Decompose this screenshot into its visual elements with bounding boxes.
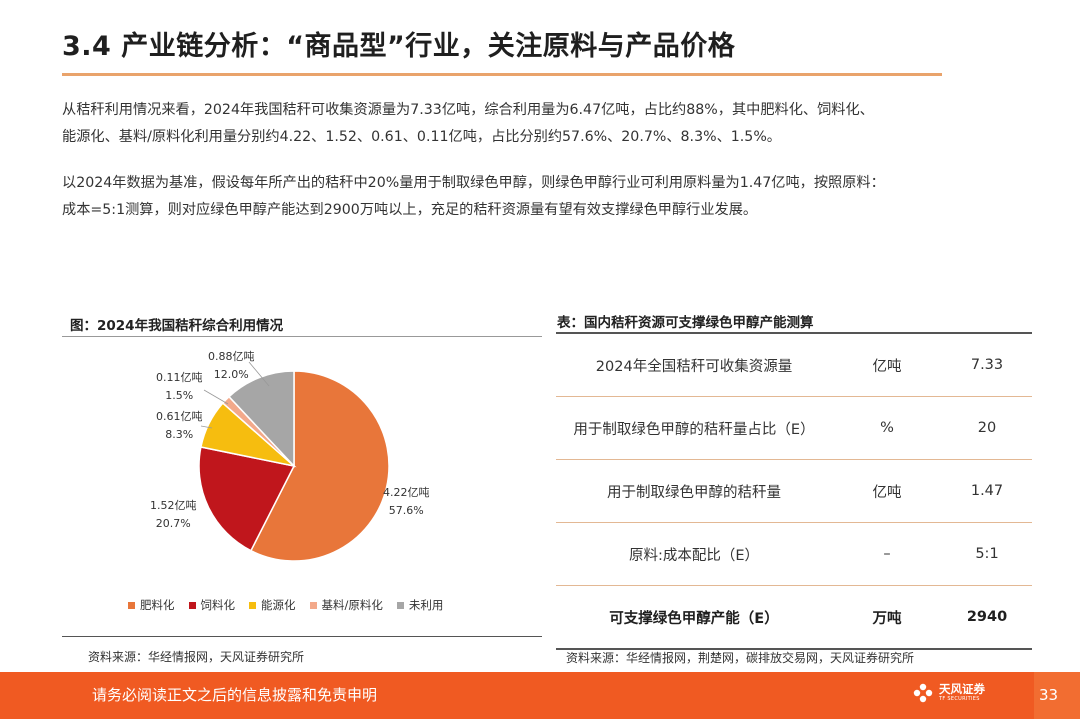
slice-label-fertilizer: 4.22亿吨 57.6% (383, 484, 430, 520)
page-title: 3.4 产业链分析：“商品型”行业，关注原料与产品价格 (62, 31, 736, 62)
leader-line (248, 361, 270, 387)
legend-swatch (309, 601, 317, 609)
slice-label-unused: 0.88亿吨 12.0% (208, 348, 255, 384)
table-cell-value: 7.33 (942, 332, 1032, 397)
legend-item-fertilizer: 肥料化 (128, 597, 175, 613)
table-row: 用于制取绿色甲醇的秸秆量占比（E） % 20 (556, 396, 1032, 460)
table-cell-item: 用于制取绿色甲醇的秸秆量占比（E） (556, 396, 832, 460)
slice-percent-label: 1.5% (165, 389, 194, 402)
paragraph-line: 从秸秆利用情况来看，2024年我国秸秆可收集资源量为7.33亿吨，综合利用量为6… (62, 102, 874, 118)
footer-bar (0, 672, 1080, 719)
legend-label: 未利用 (408, 598, 444, 612)
logo-subtitle: TF SECURITIES (939, 696, 980, 702)
chart-source: 资料来源：华经情报网，天风证券研究所 (88, 650, 305, 664)
legend-swatch (249, 601, 256, 609)
slice-value-label: 0.61亿吨 (156, 410, 203, 423)
page-number: 33 (1039, 686, 1059, 704)
title-underline (62, 73, 942, 76)
pie-chart (198, 361, 390, 562)
slice-label-base-material: 0.11亿吨 1.5% (156, 369, 203, 405)
table-row: 可支撑绿色甲醇产能（E） 万吨 2940 (556, 585, 1032, 650)
table-cell-value: 2940 (942, 585, 1032, 650)
page-number-box (1034, 672, 1080, 719)
legend-label: 基料/原料化 (321, 598, 383, 612)
paragraph-line: 以2024年数据为基准，假设每年所产出的秸秆中20%量用于制取绿色甲醇，则绿色甲… (62, 175, 885, 191)
table-title: 表：国内秸秆资源可支撑绿色甲醇产能测算 (557, 315, 814, 331)
legend-swatch (128, 601, 135, 609)
paragraph-line: 成本=5:1测算，则对应绿色甲醇产能达到2900万吨以上，充足的秸秆资源量有望有… (62, 202, 758, 218)
paragraph-straw-utilization: 从秸秆利用情况来看，2024年我国秸秆可收集资源量为7.33亿吨，综合利用量为6… (62, 97, 1052, 151)
table-cell-unit: – (832, 522, 942, 586)
table-cell-value: 1.47 (942, 459, 1032, 523)
chart-title-rule (62, 336, 542, 337)
logo-name: 天风证券 (939, 682, 985, 696)
leader-line (203, 389, 229, 405)
legend-item-base-material: 基料/原料化 (309, 597, 383, 613)
footer-disclaimer-link[interactable]: 请务必阅读正文之后的信息披露和免责申明 (92, 686, 378, 704)
table-cell-unit: 亿吨 (832, 332, 942, 397)
slice-percent-label: 8.3% (165, 428, 194, 441)
slice-value-label: 1.52亿吨 (150, 499, 197, 512)
slice-value-label: 4.22亿吨 (383, 486, 430, 499)
slice-percent-label: 20.7% (155, 517, 191, 530)
legend-item-feed: 饲料化 (188, 597, 236, 613)
table-cell-item: 原料:成本配比（E） (556, 522, 832, 586)
chart-legend: 肥料化 饲料化 能源化 基料/原料化 未利用 (128, 597, 443, 613)
table-row: 2024年全国秸秆可收集资源量 亿吨 7.33 (556, 332, 1032, 397)
company-logo: 天风证券 TF SECURITIES (912, 682, 985, 704)
leader-line (200, 425, 213, 429)
legend-swatch (188, 601, 196, 609)
table-row: 原料:成本配比（E） – 5:1 (556, 522, 1032, 586)
paragraph-methanol-estimate: 以2024年数据为基准，假设每年所产出的秸秆中20%量用于制取绿色甲醇，则绿色甲… (62, 170, 1052, 224)
pie-slice-unused (227, 370, 295, 468)
table-cell-unit: 万吨 (832, 585, 942, 650)
table-cell-value: 5:1 (942, 522, 1032, 586)
table-cell-value: 20 (942, 396, 1032, 460)
chart-bottom-rule (62, 636, 542, 637)
table-cell-item: 用于制取绿色甲醇的秸秆量 (556, 459, 832, 523)
legend-item-energy: 能源化 (249, 597, 296, 613)
slice-label-feed: 1.52亿吨 20.7% (150, 497, 197, 533)
table-row: 用于制取绿色甲醇的秸秆量 亿吨 1.47 (556, 459, 1032, 523)
table-cell-item: 可支撑绿色甲醇产能（E） (556, 585, 832, 650)
legend-label: 饲料化 (200, 598, 236, 612)
legend-swatch (396, 601, 404, 609)
slice-percent-label: 57.6% (388, 504, 424, 517)
logo-flower-icon (913, 683, 933, 703)
table-cell-unit: % (832, 396, 942, 460)
paragraph-line: 能源化、基料/原料化利用量分别约4.22、1.52、0.61、0.11亿吨，占比… (62, 129, 781, 145)
pie-slice-feed (198, 446, 296, 552)
table-cell-item: 2024年全国秸秆可收集资源量 (556, 332, 832, 397)
pie-slice-fertilizer (249, 370, 390, 562)
chart-title: 图：2024年我国秸秆综合利用情况 (70, 318, 284, 334)
slice-percent-label: 12.0% (213, 368, 249, 381)
legend-label: 肥料化 (140, 598, 175, 612)
legend-item-unused: 未利用 (396, 597, 444, 613)
table-cell-unit: 亿吨 (832, 459, 942, 523)
slice-label-energy: 0.61亿吨 8.3% (156, 408, 203, 444)
table-source: 资料来源：华经情报网，荆楚网，碳排放交易网，天风证券研究所 (566, 651, 915, 665)
capacity-estimate-table: 2024年全国秸秆可收集资源量 亿吨 7.33 用于制取绿色甲醇的秸秆量占比（E… (556, 332, 1032, 650)
slice-value-label: 0.11亿吨 (156, 371, 203, 384)
legend-label: 能源化 (261, 598, 296, 612)
slice-value-label: 0.88亿吨 (208, 350, 255, 363)
